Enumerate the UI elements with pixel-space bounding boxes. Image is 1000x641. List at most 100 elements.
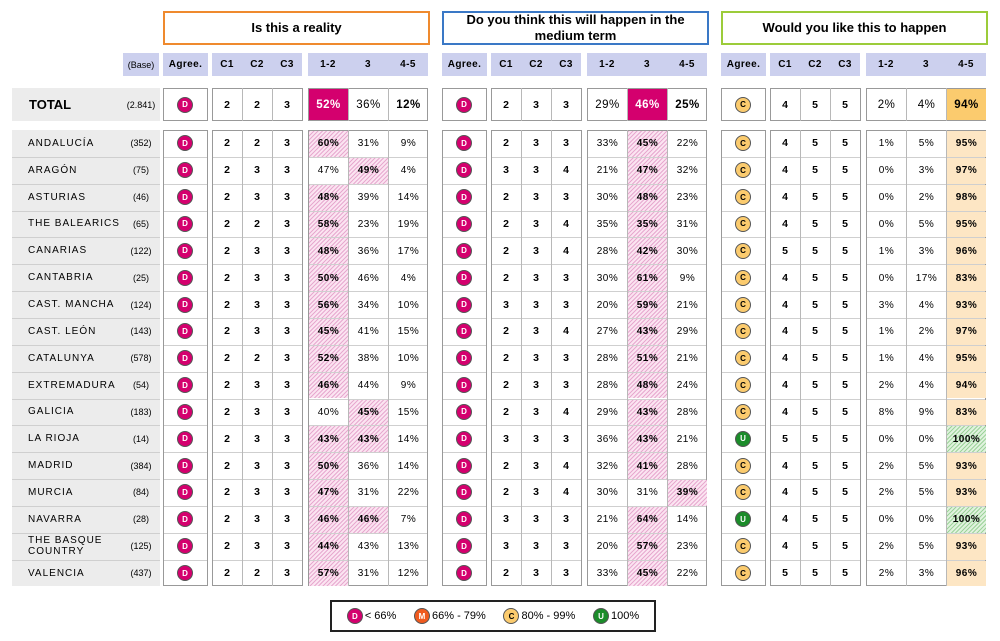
column-header-3-5: 1-2	[866, 53, 906, 76]
pct-4-5-value: 19%	[397, 218, 420, 230]
pct-4-5-value: 83%	[947, 265, 986, 292]
region-base: (384)	[130, 460, 152, 471]
row-separator	[588, 532, 706, 534]
column-separator	[799, 130, 801, 586]
c3-value: 4	[563, 325, 569, 338]
c2-value: 3	[533, 405, 539, 418]
c-columns-box-1	[212, 130, 303, 586]
c3-value: 5	[842, 325, 848, 338]
c1-value: 4	[782, 191, 788, 204]
c2-value: 3	[254, 325, 260, 338]
row-separator	[213, 183, 302, 185]
row-separator	[722, 532, 765, 534]
legend-item: M 66% - 79%	[414, 608, 486, 624]
column-separator	[241, 130, 243, 586]
pct-3-value: 45%	[349, 399, 388, 426]
pct-1-2-value: 33%	[596, 568, 619, 580]
pct-1-2-value: 0%	[878, 433, 895, 445]
pct-3-value: 36%	[357, 460, 380, 472]
c1-value: 2	[224, 513, 230, 526]
agreement-circle-icon: D	[456, 457, 472, 474]
row-separator	[867, 317, 985, 319]
pct-4-5-value: 93%	[947, 292, 986, 318]
c1-value: 4	[782, 513, 788, 526]
row-separator	[867, 237, 985, 239]
row-separator	[213, 398, 302, 400]
row-separator	[443, 344, 486, 346]
c2-value: 5	[812, 405, 818, 418]
row-separator	[12, 264, 160, 266]
row-separator	[867, 344, 985, 346]
row-separator	[12, 291, 160, 293]
c2-value: 2	[254, 137, 260, 150]
agreement-circle-icon: U	[735, 430, 751, 447]
row-separator	[722, 264, 765, 266]
row-separator	[213, 264, 302, 266]
agreement-circle-icon: D	[177, 323, 193, 340]
c3-value: 5	[842, 244, 848, 257]
row-separator	[867, 291, 985, 293]
column-header-2-7: 4-5	[667, 53, 707, 76]
c3-value: 3	[563, 137, 569, 150]
column-header-2-3: C2	[521, 53, 551, 76]
c3-value: 3	[284, 244, 290, 257]
base-column-header: (Base)	[123, 53, 159, 76]
pct-4-5-value: 93%	[947, 533, 986, 560]
c3-value: 3	[563, 567, 569, 580]
total-pct-1-1: 52%	[309, 89, 348, 120]
c3-value: 3	[284, 459, 290, 472]
row-separator	[164, 371, 207, 373]
pct-4-5-value: 95%	[947, 345, 986, 372]
pct-3-value: 17%	[915, 272, 938, 284]
row-separator	[12, 317, 160, 319]
c1-value: 2	[224, 459, 230, 472]
pct-1-2-value: 28%	[596, 245, 619, 257]
c3-value: 3	[284, 567, 290, 580]
group-title-2: Do you think this will happen in the med…	[442, 11, 709, 45]
c3-value: 3	[284, 325, 290, 338]
column-header-3-6: 3	[906, 53, 946, 76]
column-header-2-2: C1	[491, 53, 521, 76]
row-separator	[492, 317, 581, 319]
total-c2-3: 5	[812, 98, 818, 111]
column-separator	[550, 130, 552, 586]
row-separator	[722, 291, 765, 293]
column-header-1-3: C2	[242, 53, 272, 76]
row-separator	[588, 210, 706, 212]
agreement-circle-icon: U	[735, 511, 751, 528]
row-separator	[867, 452, 985, 454]
c3-value: 5	[842, 459, 848, 472]
pct-1-2-value: 0%	[878, 514, 895, 526]
c2-value: 2	[254, 567, 260, 580]
row-separator	[722, 317, 765, 319]
row-separator	[309, 371, 427, 373]
pct-4-5-value: 23%	[676, 192, 699, 204]
c2-value: 5	[812, 271, 818, 284]
pct-4-5-value: 22%	[676, 568, 699, 580]
pct-1-2-value: 2%	[878, 487, 895, 499]
row-separator	[443, 264, 486, 266]
row-separator	[771, 479, 860, 481]
agreement-circle-icon: D	[177, 538, 193, 555]
row-separator	[12, 183, 160, 185]
c2-value: 3	[533, 486, 539, 499]
legend-item: U 100%	[592, 608, 639, 624]
row-separator	[443, 291, 486, 293]
pct-1-2-value: 2%	[878, 380, 895, 392]
c2-value: 3	[533, 244, 539, 257]
row-separator	[722, 559, 765, 561]
row-separator	[867, 559, 985, 561]
pct-1-2-value: 1%	[878, 353, 895, 365]
pct-4-5-value: 14%	[397, 433, 420, 445]
c1-value: 5	[782, 567, 788, 580]
region-base: (65)	[132, 218, 149, 229]
pct-4-5-value: 97%	[947, 157, 986, 184]
pct-3-value: 0%	[918, 514, 935, 526]
pct-1-2-value: 44%	[309, 533, 348, 560]
total-pct-2-1: 36%	[356, 98, 381, 111]
region-name: CATALUNYA	[28, 352, 95, 364]
c1-value: 4	[782, 486, 788, 499]
row-separator	[12, 156, 160, 158]
row-separator	[771, 452, 860, 454]
c3-value: 3	[284, 432, 290, 445]
